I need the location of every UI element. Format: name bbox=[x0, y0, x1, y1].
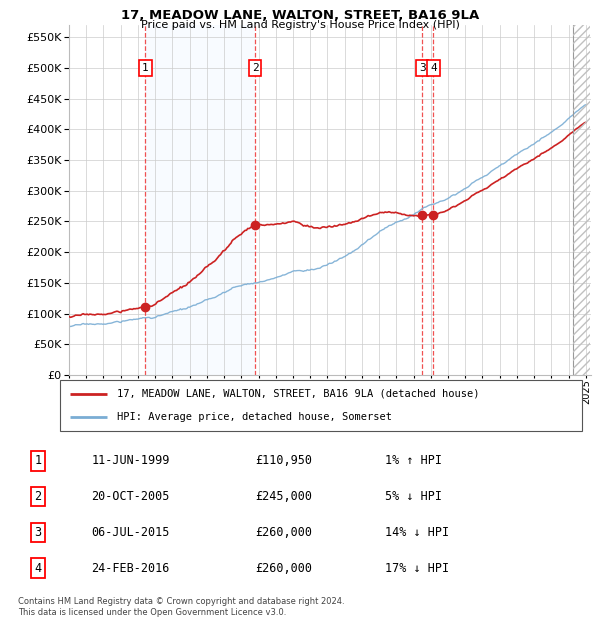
Text: 17, MEADOW LANE, WALTON, STREET, BA16 9LA (detached house): 17, MEADOW LANE, WALTON, STREET, BA16 9L… bbox=[118, 389, 480, 399]
Text: 2: 2 bbox=[251, 63, 259, 73]
Text: 17, MEADOW LANE, WALTON, STREET, BA16 9LA: 17, MEADOW LANE, WALTON, STREET, BA16 9L… bbox=[121, 9, 479, 22]
Text: HPI: Average price, detached house, Somerset: HPI: Average price, detached house, Some… bbox=[118, 412, 392, 422]
Text: £260,000: £260,000 bbox=[255, 562, 312, 575]
Bar bbox=[145, 25, 255, 375]
Text: 20-OCT-2005: 20-OCT-2005 bbox=[91, 490, 170, 503]
Text: 1: 1 bbox=[142, 63, 149, 73]
Text: £260,000: £260,000 bbox=[255, 526, 312, 539]
Text: £110,950: £110,950 bbox=[255, 454, 312, 467]
Text: 3: 3 bbox=[34, 526, 41, 539]
Text: 06-JUL-2015: 06-JUL-2015 bbox=[91, 526, 170, 539]
Text: £245,000: £245,000 bbox=[255, 490, 312, 503]
FancyBboxPatch shape bbox=[60, 380, 582, 431]
Text: Price paid vs. HM Land Registry's House Price Index (HPI): Price paid vs. HM Land Registry's House … bbox=[140, 20, 460, 30]
Text: 1% ↑ HPI: 1% ↑ HPI bbox=[385, 454, 442, 467]
Text: 3: 3 bbox=[419, 63, 425, 73]
Text: Contains HM Land Registry data © Crown copyright and database right 2024.
This d: Contains HM Land Registry data © Crown c… bbox=[18, 598, 344, 617]
Text: 5% ↓ HPI: 5% ↓ HPI bbox=[385, 490, 442, 503]
Text: 11-JUN-1999: 11-JUN-1999 bbox=[91, 454, 170, 467]
Text: 17% ↓ HPI: 17% ↓ HPI bbox=[385, 562, 449, 575]
Text: 2: 2 bbox=[34, 490, 41, 503]
Text: 1: 1 bbox=[34, 454, 41, 467]
Text: 24-FEB-2016: 24-FEB-2016 bbox=[91, 562, 170, 575]
Text: 14% ↓ HPI: 14% ↓ HPI bbox=[385, 526, 449, 539]
Text: 4: 4 bbox=[34, 562, 41, 575]
Bar bbox=[573, 25, 590, 375]
Text: 4: 4 bbox=[430, 63, 437, 73]
